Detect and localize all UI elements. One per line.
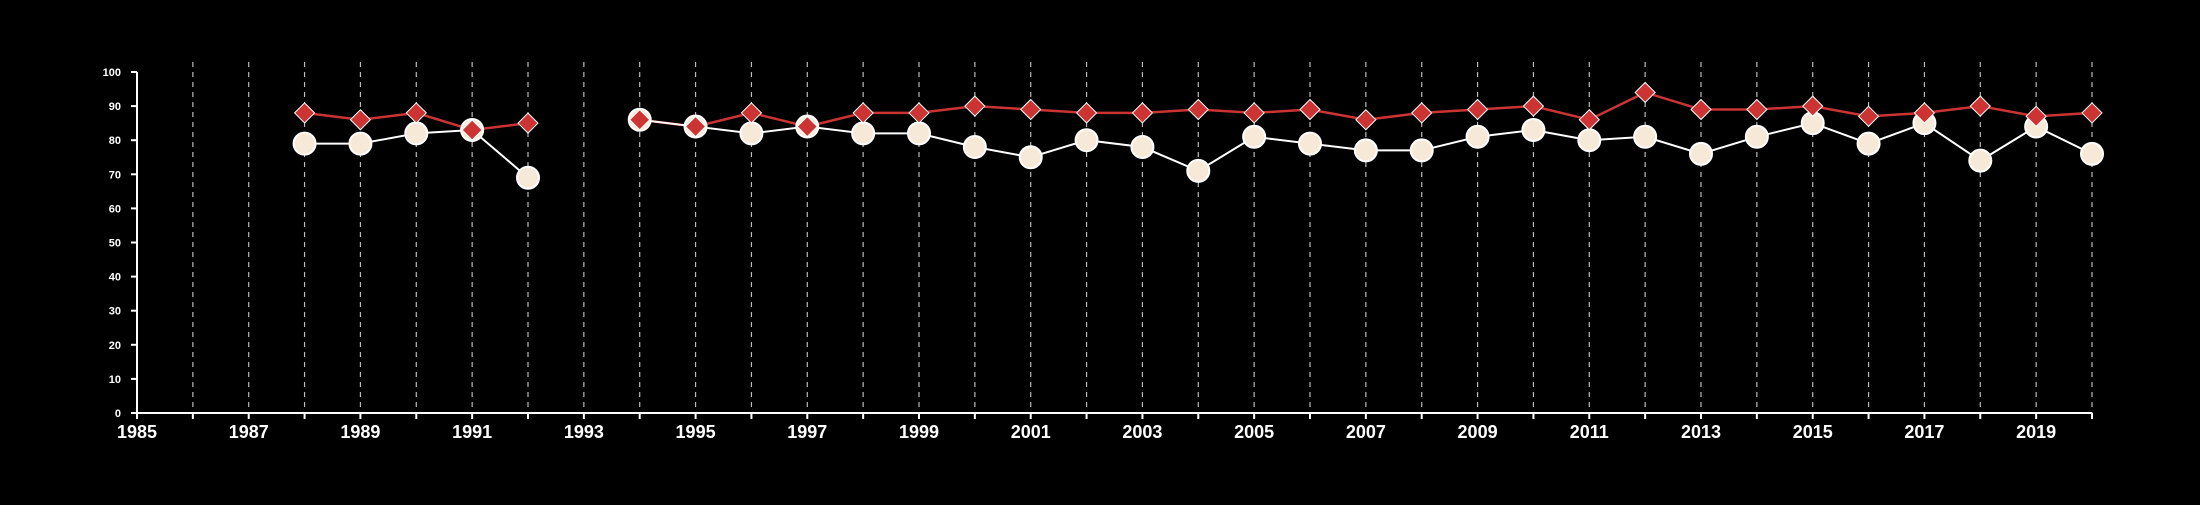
data-point-circle: [1633, 124, 1658, 149]
data-point-circle: [1521, 117, 1546, 142]
data-point-diamond: [1187, 98, 1209, 121]
data-point-circle: [1465, 124, 1490, 149]
data-point-diamond: [1690, 98, 1712, 121]
data-point-circle: [1856, 131, 1881, 156]
data-point-circle: [1298, 131, 1322, 156]
x-tick-label: 2007: [1346, 422, 1386, 442]
x-tick-label: 1985: [117, 422, 157, 442]
y-tick-label: 10: [109, 374, 121, 386]
data-point-diamond: [293, 102, 316, 124]
x-tick-label: 1999: [899, 422, 939, 442]
y-tick-label: 70: [109, 169, 121, 181]
data-point-diamond: [684, 115, 707, 138]
data-point-diamond: [964, 95, 986, 117]
data-point-diamond: [796, 115, 818, 138]
data-point-diamond: [852, 102, 874, 124]
data-point-diamond: [1857, 105, 1880, 128]
x-tick-label: 1995: [676, 422, 716, 442]
data-point-circle: [1018, 145, 1043, 170]
data-point-circle: [404, 121, 429, 146]
x-tick-label: 1991: [452, 422, 492, 442]
data-point-circle: [739, 121, 764, 146]
x-tick-label: 1997: [787, 422, 827, 442]
data-point-diamond: [1578, 109, 1600, 131]
data-point-circle: [962, 135, 987, 160]
gridlines: [192, 62, 2093, 413]
x-tick-label: 2001: [1011, 422, 1051, 442]
y-tick-label: 100: [103, 67, 121, 79]
data-point-circle: [292, 131, 317, 156]
data-point-diamond: [629, 109, 651, 131]
data-point-diamond: [1634, 81, 1656, 104]
data-point-circle: [348, 131, 373, 156]
data-point-diamond: [1913, 102, 1936, 124]
data-point-diamond: [1075, 102, 1098, 124]
data-point-diamond: [1299, 98, 1321, 121]
y-tick-label: 80: [109, 135, 121, 147]
y-tick-label: 20: [109, 340, 121, 352]
y-tick-label: 90: [109, 101, 121, 113]
x-tick-label: 2019: [2016, 422, 2056, 442]
data-point-circle: [1689, 141, 1713, 166]
data-point-diamond: [405, 102, 427, 124]
y-tick-label: 40: [109, 272, 121, 284]
x-tick-label: 1993: [564, 422, 604, 442]
data-point-diamond: [1020, 98, 1042, 121]
data-point-diamond: [349, 109, 372, 131]
data-point-circle: [1353, 138, 1378, 163]
data-point-circle: [907, 121, 931, 146]
x-tick-label: 2005: [1234, 422, 1274, 442]
data-point-diamond: [1969, 95, 1991, 117]
data-point-diamond: [1802, 95, 1824, 117]
data-point-diamond: [1355, 109, 1377, 131]
data-point-circle: [1577, 128, 1602, 153]
data-point-circle: [1409, 138, 1434, 163]
data-point-diamond: [1411, 102, 1433, 124]
x-tick-label: 2017: [1904, 422, 1944, 442]
data-point-circle: [1744, 124, 1769, 149]
x-tick-label: 2013: [1681, 422, 1721, 442]
data-point-diamond: [517, 112, 539, 134]
x-tick-label: 1987: [229, 422, 269, 442]
data-point-circle: [851, 121, 876, 146]
data-point-diamond: [1466, 98, 1489, 121]
x-tick-label: 2015: [1793, 422, 1833, 442]
y-tick-label: 0: [115, 408, 121, 420]
y-tick-label: 50: [109, 238, 121, 250]
x-tick-label: 2009: [1458, 422, 1498, 442]
axes: 1985 1987 1989 1991 1993 1995 1997 1999 2001 2003…: [103, 67, 2093, 442]
y-tick-label: 30: [109, 306, 121, 318]
data-point-diamond: [740, 102, 763, 124]
data-point-circle: [516, 165, 540, 190]
data-point-diamond: [1131, 102, 1154, 124]
data-point-diamond: [908, 102, 930, 124]
x-tick-label: 2011: [1570, 422, 1609, 442]
data-point-diamond: [1243, 102, 1265, 124]
data-point-circle: [1968, 148, 1993, 173]
y-tick-label: 60: [109, 203, 121, 215]
data-point-diamond: [1746, 98, 1768, 121]
data-point-diamond: [2081, 102, 2103, 124]
series: [292, 81, 2104, 190]
x-tick-label: 1989: [340, 422, 380, 442]
data-point-circle: [1186, 158, 1211, 183]
data-point-circle: [1074, 128, 1099, 153]
data-point-circle: [2080, 141, 2104, 166]
data-point-diamond: [461, 119, 483, 141]
data-point-circle: [1242, 124, 1267, 149]
data-point-diamond: [1522, 95, 1545, 117]
data-point-diamond: [2025, 105, 2047, 128]
x-tick-label: 2003: [1122, 422, 1162, 442]
data-point-circle: [1130, 135, 1155, 160]
